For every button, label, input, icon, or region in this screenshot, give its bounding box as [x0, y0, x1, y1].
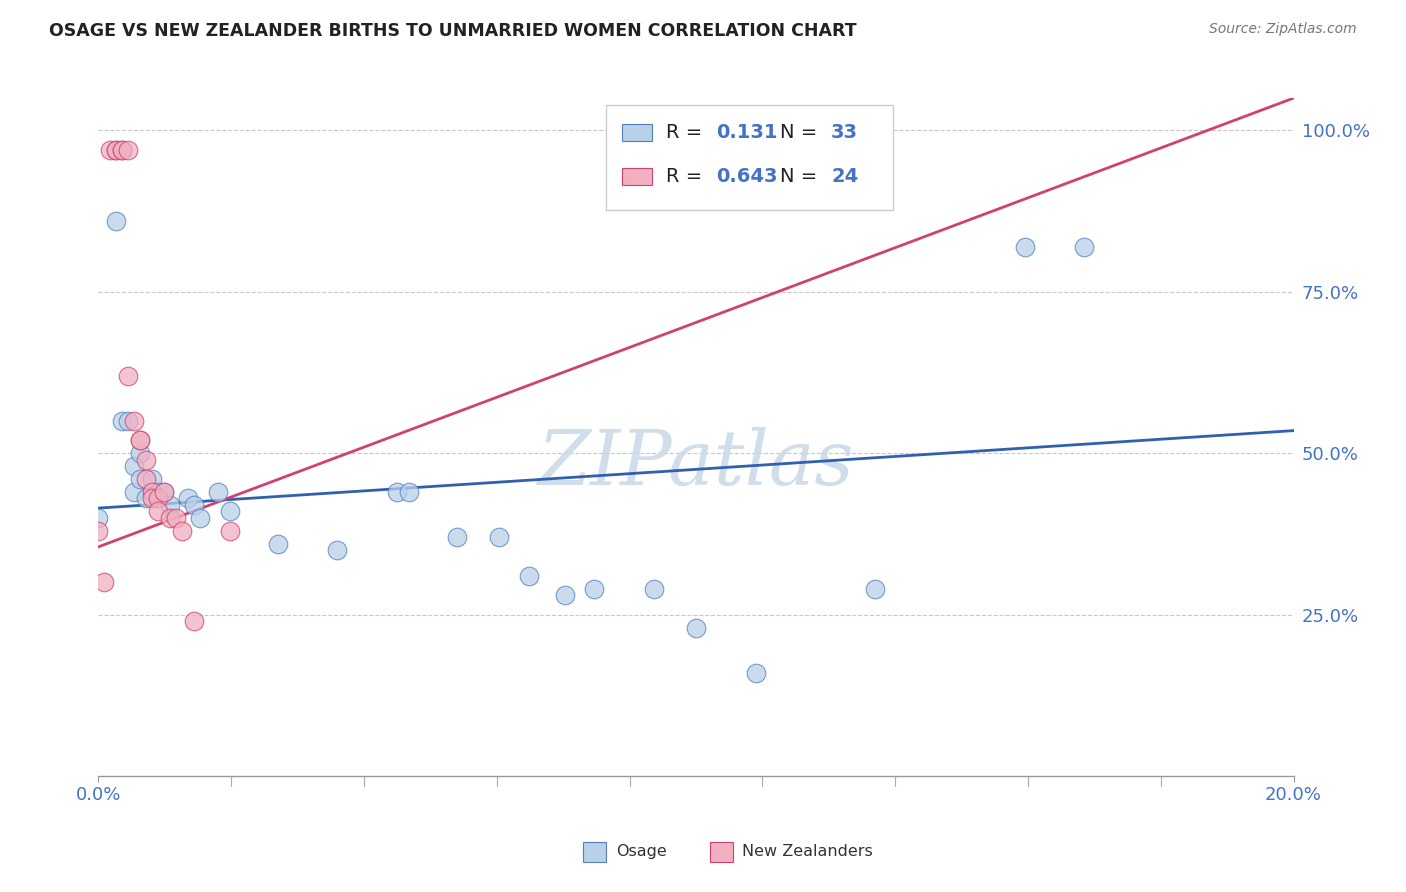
Point — [129, 446, 152, 460]
Text: 0.131: 0.131 — [716, 122, 778, 142]
Point — [148, 504, 170, 518]
Point — [183, 614, 205, 628]
Point — [159, 498, 181, 512]
Point — [643, 582, 665, 596]
Point — [745, 665, 768, 680]
Point — [148, 485, 170, 500]
Point — [165, 510, 187, 524]
Point — [488, 530, 510, 544]
Point — [207, 485, 229, 500]
Point — [135, 472, 157, 486]
Point — [517, 569, 540, 583]
Text: New Zealanders: New Zealanders — [742, 845, 873, 859]
Point — [219, 504, 242, 518]
Point — [135, 491, 157, 506]
Point — [117, 143, 139, 157]
Point — [105, 143, 128, 157]
Point — [105, 214, 128, 228]
Text: R =: R = — [666, 167, 709, 186]
Point — [141, 472, 163, 486]
Point — [554, 588, 576, 602]
Point — [267, 536, 290, 550]
FancyBboxPatch shape — [621, 124, 652, 141]
Point — [111, 143, 134, 157]
Bar — [710, 842, 733, 862]
Point — [188, 510, 211, 524]
Point — [141, 485, 163, 500]
Point — [1014, 239, 1036, 253]
Point — [177, 491, 200, 506]
Point — [583, 582, 606, 596]
Point — [172, 524, 194, 538]
Point — [219, 524, 242, 538]
Text: 0.643: 0.643 — [716, 167, 778, 186]
Point — [124, 414, 146, 428]
Text: 24: 24 — [831, 167, 858, 186]
Point — [117, 414, 139, 428]
Text: N =: N = — [779, 167, 823, 186]
Point — [446, 530, 468, 544]
Point — [685, 621, 707, 635]
Point — [87, 510, 110, 524]
Point — [135, 452, 157, 467]
Text: Source: ZipAtlas.com: Source: ZipAtlas.com — [1209, 22, 1357, 37]
Point — [385, 485, 409, 500]
Text: N =: N = — [779, 122, 823, 142]
Point — [105, 143, 128, 157]
Bar — [583, 842, 606, 862]
Point — [87, 524, 110, 538]
Point — [117, 368, 139, 383]
Point — [326, 543, 349, 558]
Point — [111, 414, 134, 428]
Point — [159, 510, 181, 524]
Point — [1073, 239, 1095, 253]
Point — [93, 575, 115, 590]
Point — [129, 472, 152, 486]
FancyBboxPatch shape — [606, 105, 893, 210]
Point — [148, 491, 170, 506]
Point — [183, 498, 205, 512]
Point — [124, 459, 146, 474]
Point — [111, 143, 134, 157]
Point — [129, 434, 152, 448]
Text: OSAGE VS NEW ZEALANDER BIRTHS TO UNMARRIED WOMEN CORRELATION CHART: OSAGE VS NEW ZEALANDER BIRTHS TO UNMARRI… — [49, 22, 856, 40]
Text: 33: 33 — [831, 122, 858, 142]
Point — [153, 485, 176, 500]
Point — [398, 485, 420, 500]
Text: ZIPatlas: ZIPatlas — [537, 427, 855, 501]
Text: Osage: Osage — [616, 845, 666, 859]
FancyBboxPatch shape — [621, 169, 652, 186]
Point — [153, 485, 176, 500]
Point — [865, 582, 887, 596]
Point — [98, 143, 122, 157]
Text: R =: R = — [666, 122, 709, 142]
Point — [141, 491, 163, 506]
Point — [129, 434, 152, 448]
Point — [124, 485, 146, 500]
